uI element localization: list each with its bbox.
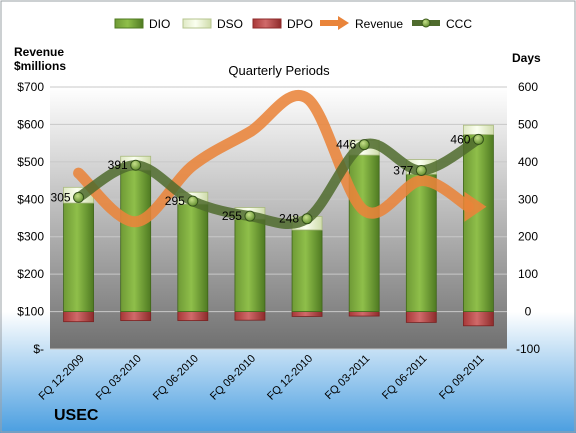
data-labels: 305 391 295 255 248 446 377 460 [51,132,471,225]
ccc-marker [301,213,313,225]
left-tick-label: $200 [17,267,44,281]
legend: DIO DSO DPO Revenue CCC [114,16,472,31]
bar-dio [405,173,437,312]
left-tick-label: $600 [17,117,44,131]
left-tick-label: $700 [17,80,44,94]
legend-label-revenue: Revenue [355,17,403,31]
ccc-data-label: 377 [393,163,413,177]
legend-marker-ccc [421,18,431,28]
right-tick-label: 600 [518,80,538,94]
ccc-data-label: 295 [165,194,185,208]
right-tick-label: 200 [518,230,538,244]
bar-dio [348,154,380,312]
ccc-marker [130,159,142,171]
left-tick-label: $400 [17,192,44,206]
left-tick-label: $- [33,342,44,356]
left-axis-title-line1: Revenue [14,45,64,59]
legend-item-dso: DSO [182,17,243,31]
legend-label-dio: DIO [149,17,170,31]
legend-item-dio: DIO [114,17,170,31]
legend-label-dso: DSO [217,17,243,31]
right-tick-label: 300 [518,192,538,206]
bar-dio [463,134,494,312]
ccc-marker [415,164,427,176]
legend-arrowhead-revenue [338,16,349,30]
right-tick-label: 500 [518,117,538,131]
chart-title: Quarterly Periods [228,63,330,78]
bar-dpo [405,311,437,323]
ccc-data-label: 446 [336,138,356,152]
legend-item-dpo: DPO [252,17,313,31]
left-axis-title-line2: $millions [14,59,66,73]
left-axis-ticks: $- $100 $200 $300 $400 $500 $600 $700 [17,80,44,356]
right-axis-title: Days [512,51,541,65]
legend-swatch-dso [182,18,212,29]
ccc-series [73,133,484,230]
bar-dio [177,203,209,312]
bar-dpo [120,311,152,321]
ccc-data-label: 391 [108,158,128,172]
bar-dpo [177,311,209,321]
revenue-arrowhead [464,191,487,222]
right-tick-label: -100 [516,342,540,356]
legend-label-ccc: CCC [446,17,472,31]
ccc-marker [73,191,85,203]
left-tick-label: $500 [17,155,44,169]
ccc-data-label: 460 [450,132,470,146]
bar-dpo [234,311,266,321]
ccc-marker [187,195,199,207]
bar-dio [291,229,323,312]
bar-dio [120,169,152,312]
legend-swatch-dpo [252,18,282,29]
ccc-marker [358,139,370,151]
ccc-data-label: 248 [279,212,299,226]
right-tick-label: 400 [518,155,538,169]
ccc-marker [244,210,256,222]
bar-dpo [291,311,323,317]
bar-dio [234,218,266,312]
legend-item-revenue: Revenue [320,16,403,31]
ccc-marker [472,133,484,145]
ccc-data-label: 255 [222,209,242,223]
right-tick-label: 100 [518,267,538,281]
right-tick-label: 0 [525,305,532,319]
bar-dio [63,202,94,312]
revenue-line [73,90,474,228]
left-tick-label: $300 [17,230,44,244]
bar-dpo [463,311,494,327]
legend-item-ccc: CCC [412,17,472,31]
company-label: USEC [54,407,99,424]
bar-dpo [63,311,94,323]
bar-dpo [348,311,380,317]
left-tick-label: $100 [17,305,44,319]
right-axis-ticks: -100 0 100 200 300 400 500 600 [516,80,540,356]
ccc-line [73,134,484,230]
revenue-series [73,90,487,228]
ccc-data-label: 305 [51,190,71,204]
legend-label-dpo: DPO [287,17,313,31]
legend-swatch-dio [114,18,144,29]
